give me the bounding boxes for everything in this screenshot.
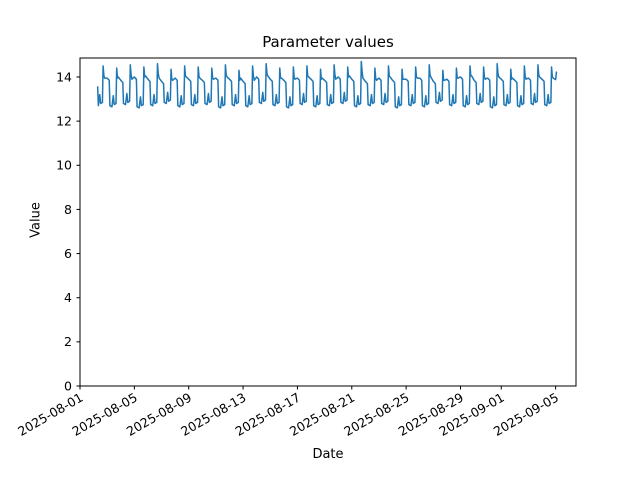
y-axis-label: Value [28,202,44,238]
chart-title: Parameter values [262,33,394,51]
data-line [96,60,558,109]
y-tick-label: 6 [64,246,72,261]
plot-border [79,57,577,387]
y-tick-label: 14 [56,69,72,84]
y-tick-label: 12 [56,114,72,129]
y-tick-label: 8 [64,202,72,217]
y-tick-label: 10 [56,158,72,173]
y-tick-label: 4 [64,290,72,305]
x-axis-label: Date [312,447,344,462]
y-tick-label: 2 [64,334,72,349]
y-tick-label: 0 [64,378,72,393]
